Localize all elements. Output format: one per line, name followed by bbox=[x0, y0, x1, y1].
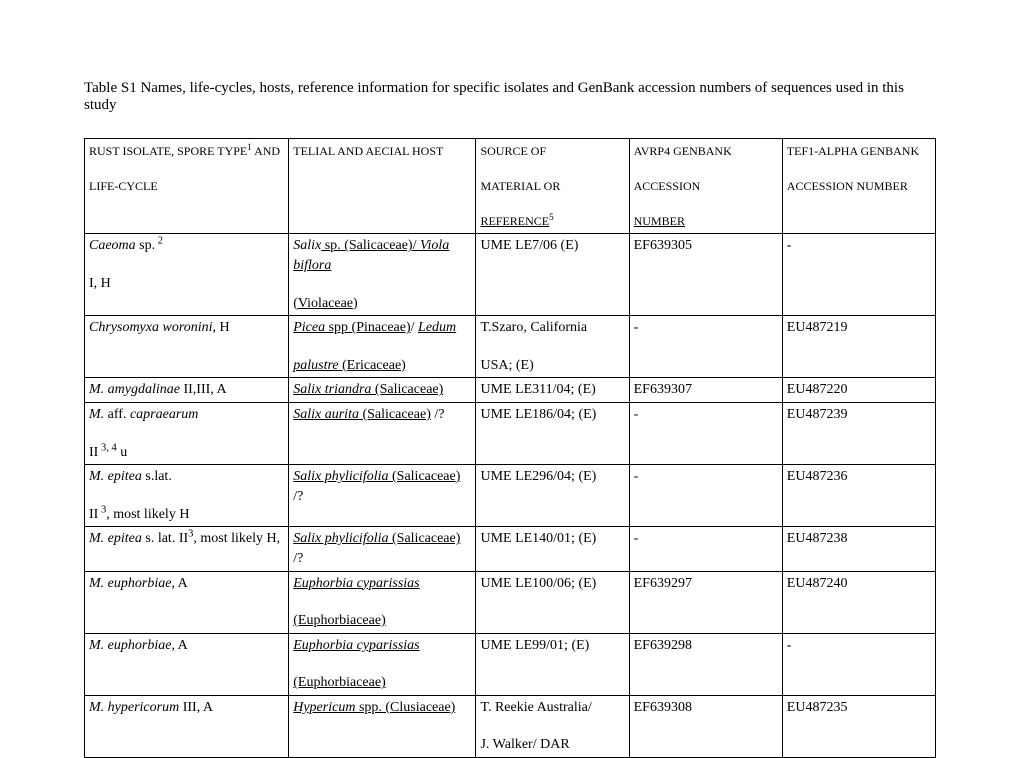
cell-avrp4: EF639305 bbox=[629, 234, 782, 316]
cell-source: UME LE311/04; (E) bbox=[476, 378, 629, 403]
data-table: RUST ISOLATE, SPORE TYPE1 AND LIFE-CYCLE… bbox=[84, 138, 936, 758]
cell-source: UME LE296/04; (E) bbox=[476, 465, 629, 527]
cell-host: Salix aurita (Salicaceae) /? bbox=[289, 402, 476, 464]
table-row: M. aff. capraearumII 3, 4 uSalix aurita … bbox=[85, 402, 936, 464]
cell-source: UME LE100/06; (E) bbox=[476, 571, 629, 633]
cell-tef1: EU487238 bbox=[782, 527, 935, 571]
header-tef1: TEF1-ALPHA GENBANK ACCESSION NUMBER bbox=[782, 139, 935, 234]
cell-host: Hypericum spp. (Clusiaceae) bbox=[289, 695, 476, 757]
table-row: M. hypericorum III, AHypericum spp. (Clu… bbox=[85, 695, 936, 757]
cell-avrp4: EF639298 bbox=[629, 633, 782, 695]
table-row: M. epitea s.lat.II 3, most likely HSalix… bbox=[85, 465, 936, 527]
header-source: SOURCE OF MATERIAL OR REFERENCE5 bbox=[476, 139, 629, 234]
cell-host: Salix phylicifolia (Salicaceae) /? bbox=[289, 465, 476, 527]
cell-avrp4: EF639307 bbox=[629, 378, 782, 403]
cell-isolate: M. euphorbiae, A bbox=[85, 633, 289, 695]
cell-tef1: EU487236 bbox=[782, 465, 935, 527]
cell-host: Euphorbia cyparissias(Euphorbiaceae) bbox=[289, 633, 476, 695]
table-row: M. euphorbiae, AEuphorbia cyparissias(Eu… bbox=[85, 571, 936, 633]
cell-tef1: EU487240 bbox=[782, 571, 935, 633]
cell-tef1: EU487239 bbox=[782, 402, 935, 464]
cell-isolate: M. hypericorum III, A bbox=[85, 695, 289, 757]
cell-isolate: M. euphorbiae, A bbox=[85, 571, 289, 633]
cell-avrp4: - bbox=[629, 316, 782, 378]
cell-host: Euphorbia cyparissias(Euphorbiaceae) bbox=[289, 571, 476, 633]
table-caption: Table S1 Names, life-cycles, hosts, refe… bbox=[84, 80, 936, 114]
cell-isolate: Chrysomyxa woronini, H bbox=[85, 316, 289, 378]
cell-host: Salix triandra (Salicaceae) bbox=[289, 378, 476, 403]
cell-source: UME LE186/04; (E) bbox=[476, 402, 629, 464]
cell-isolate: Caeoma sp. 2 I, H bbox=[85, 234, 289, 316]
header-isolate: RUST ISOLATE, SPORE TYPE1 AND LIFE-CYCLE bbox=[85, 139, 289, 234]
table-row: Chrysomyxa woronini, HPicea spp (Pinacea… bbox=[85, 316, 936, 378]
cell-avrp4: - bbox=[629, 527, 782, 571]
header-avrp4: AVRP4 GENBANK ACCESSION NUMBER bbox=[629, 139, 782, 234]
cell-source: UME LE7/06 (E) bbox=[476, 234, 629, 316]
table-row: M. euphorbiae, AEuphorbia cyparissias(Eu… bbox=[85, 633, 936, 695]
cell-source: UME LE99/01; (E) bbox=[476, 633, 629, 695]
cell-isolate: M. aff. capraearumII 3, 4 u bbox=[85, 402, 289, 464]
cell-avrp4: - bbox=[629, 402, 782, 464]
cell-host: Salix sp. (Salicaceae)/ Viola biflora(Vi… bbox=[289, 234, 476, 316]
table-header-row: RUST ISOLATE, SPORE TYPE1 AND LIFE-CYCLE… bbox=[85, 139, 936, 234]
cell-source: T.Szaro, CaliforniaUSA; (E) bbox=[476, 316, 629, 378]
cell-tef1: EU487235 bbox=[782, 695, 935, 757]
cell-isolate: M. amygdalinae II,III, A bbox=[85, 378, 289, 403]
cell-host: Salix phylicifolia (Salicaceae) /? bbox=[289, 527, 476, 571]
cell-avrp4: EF639297 bbox=[629, 571, 782, 633]
cell-tef1: - bbox=[782, 633, 935, 695]
cell-host: Picea spp (Pinaceae)/ Ledumpalustre (Eri… bbox=[289, 316, 476, 378]
cell-tef1: EU487219 bbox=[782, 316, 935, 378]
cell-isolate: M. epitea s. lat. II3, most likely H, bbox=[85, 527, 289, 571]
header-host: TELIAL AND AECIAL HOST bbox=[289, 139, 476, 234]
cell-avrp4: EF639308 bbox=[629, 695, 782, 757]
table-row: M. epitea s. lat. II3, most likely H,Sal… bbox=[85, 527, 936, 571]
table-row: Caeoma sp. 2 I, HSalix sp. (Salicaceae)/… bbox=[85, 234, 936, 316]
cell-source: UME LE140/01; (E) bbox=[476, 527, 629, 571]
table-row: M. amygdalinae II,III, ASalix triandra (… bbox=[85, 378, 936, 403]
table-body: Caeoma sp. 2 I, HSalix sp. (Salicaceae)/… bbox=[85, 234, 936, 758]
cell-isolate: M. epitea s.lat.II 3, most likely H bbox=[85, 465, 289, 527]
cell-source: T. Reekie Australia/J. Walker/ DAR bbox=[476, 695, 629, 757]
cell-avrp4: - bbox=[629, 465, 782, 527]
cell-tef1: EU487220 bbox=[782, 378, 935, 403]
cell-tef1: - bbox=[782, 234, 935, 316]
